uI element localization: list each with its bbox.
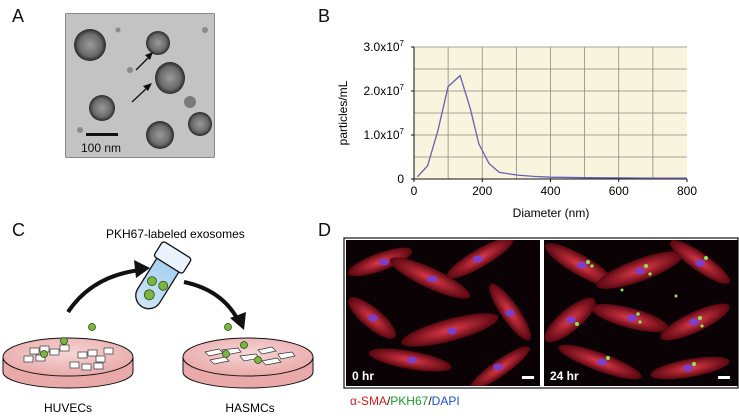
y-tick-exponent: 7 [400, 127, 405, 136]
arrow-icon [135, 55, 151, 71]
huvec-label: HUVECs [44, 401, 92, 415]
y-tick-label: 1.0x107 [364, 127, 405, 142]
scale-bar-label: 100 nm [81, 141, 121, 155]
panel-letter-b: B [318, 6, 331, 26]
y-axis-label: particles/mL [336, 80, 350, 145]
y-tick-base: 3.0x10 [364, 40, 400, 54]
tem-micrograph: 100 nm [65, 13, 215, 158]
panel-letter-d: D [318, 220, 331, 240]
stain-separator: / [428, 394, 432, 408]
x-tick-label: 800 [677, 184, 697, 198]
exosome-dot [143, 289, 155, 301]
x-axis-label: Diameter (nm) [513, 206, 590, 220]
arrow-icon [131, 86, 149, 103]
test-tube-icon [135, 241, 192, 310]
time-label-24hr: 24 hr [550, 369, 579, 383]
panel-letter-a: A [12, 6, 25, 26]
exosome-dot [158, 280, 169, 291]
fluorescence-images: 0 hr [343, 237, 739, 389]
stain-caption: α-SMA/PKH67/DAPI [350, 394, 460, 408]
exosome-vesicle [155, 62, 185, 94]
x-tick-label: 200 [472, 184, 492, 198]
curved-arrow-icon [66, 268, 141, 314]
y-tick-base: 0 [397, 172, 404, 186]
x-tick-label: 400 [540, 184, 560, 198]
exosome-dot [147, 276, 157, 287]
stain-asma: α-SMA [350, 394, 387, 408]
scale-bar [86, 133, 118, 136]
x-tick-label: 600 [609, 184, 629, 198]
scale-bar [522, 376, 534, 379]
micrograph-24hr: 24 hr [544, 240, 738, 386]
exosome-vesicle [146, 121, 174, 149]
time-label-0hr: 0 hr [352, 369, 374, 383]
grid-lines [414, 46, 687, 179]
exosome-vesicle [89, 95, 115, 121]
y-tick-exponent: 7 [400, 39, 405, 48]
stain-dapi: DAPI [431, 394, 460, 408]
y-tick-label: 3.0x107 [364, 39, 405, 54]
tube-label: PKH67-labeled exosomes [106, 227, 245, 241]
hasmc-label: HASMCs [225, 401, 274, 415]
x-tick-labels: 0 200 400 600 800 [411, 179, 697, 198]
y-tick-exponent: 7 [400, 83, 405, 92]
uptake-schematic: PKH67-labeled exosomes [2, 227, 314, 415]
hasmc-dish: HASMCs [182, 337, 314, 415]
y-tick-label: 0 [397, 172, 404, 186]
exosome-vesicle [188, 112, 212, 136]
micrograph-0hr: 0 hr [346, 240, 540, 386]
curved-arrow-icon [183, 280, 240, 321]
x-tick-label: 0 [411, 184, 418, 198]
y-tick-label: 2.0x107 [364, 83, 405, 98]
y-tick-base: 1.0x10 [364, 128, 400, 142]
exosome-vesicle [146, 31, 170, 55]
huvec-dish: HUVECs [2, 337, 134, 415]
panel-letter-c: C [12, 220, 25, 240]
scale-bar [718, 376, 730, 379]
stain-pkh67: PKH67 [390, 394, 429, 408]
series-line [416, 74, 687, 179]
exosome-vesicle [74, 29, 106, 61]
y-tick-base: 2.0x10 [364, 84, 400, 98]
stain-separator: / [386, 394, 391, 408]
